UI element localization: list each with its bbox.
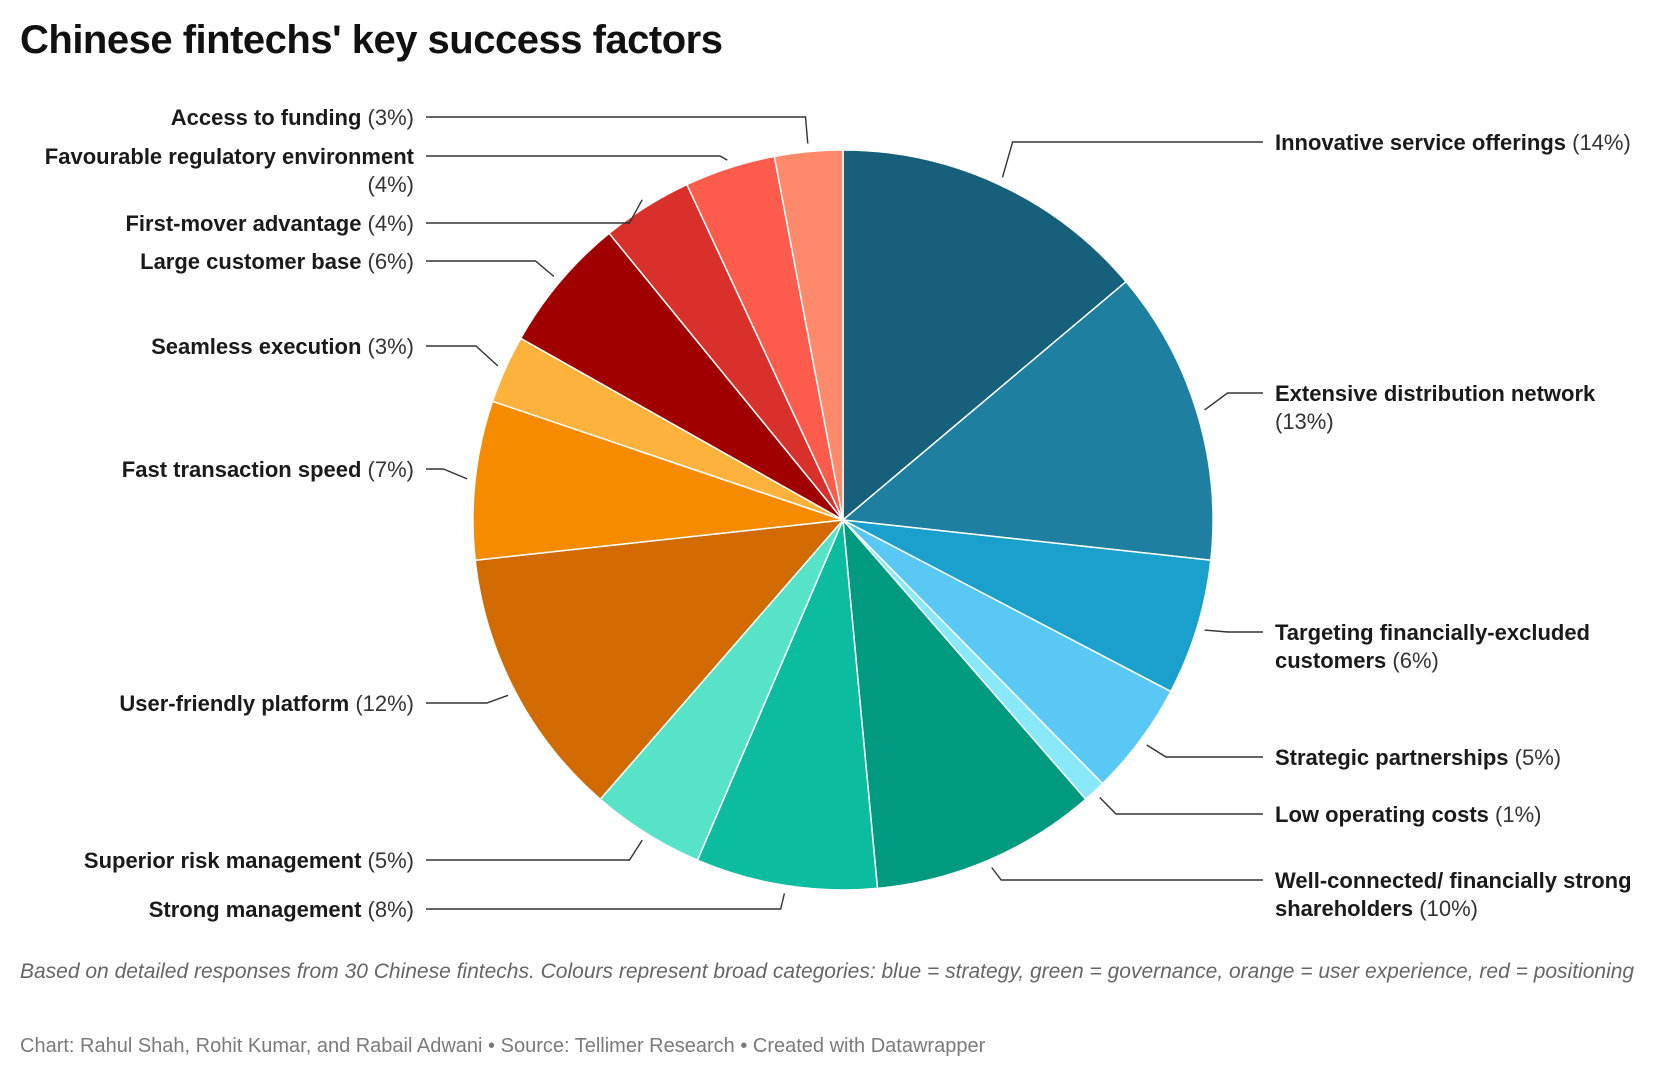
leader-line-first-mover-advantage	[426, 199, 643, 224]
slice-label-name: Seamless execution	[151, 334, 361, 359]
slice-label-name: Well-connected/ financially strong	[1275, 868, 1632, 893]
slice-label-percent: (6%)	[361, 249, 414, 274]
leader-line-well-connected-financially-strong-shareholders	[991, 867, 1263, 881]
slice-label-strategic-partnerships: Strategic partnerships (5%)	[1275, 745, 1561, 770]
slice-label-name: Fast transaction speed	[122, 457, 362, 482]
slice-label-name: Low operating costs	[1275, 802, 1489, 827]
slice-label-name: shareholders	[1275, 896, 1413, 921]
slice-label-name: Access to funding	[171, 105, 362, 130]
slice-label-percent: (6%)	[1386, 648, 1439, 673]
pie-slice-innovative-service-offerings[interactable]	[842, 149, 1127, 521]
slice-label-name: Large customer base	[140, 249, 361, 274]
slice-label-percent: (7%)	[361, 457, 414, 482]
slice-label-name: Favourable regulatory environment	[45, 144, 415, 169]
leader-line-targeting-financially-excluded-customers	[1204, 629, 1263, 633]
slice-label-percent: (14%)	[1566, 130, 1631, 155]
chart-notes: Based on detailed responses from 30 Chin…	[20, 960, 1635, 983]
pie-slice-extensive-distribution-network[interactable]	[842, 280, 1214, 561]
pie-slice-targeting-financially-excluded-customers[interactable]	[842, 519, 1212, 693]
page-title: Chinese fintechs' key success factors	[20, 18, 723, 62]
leader-line-innovative-service-offerings	[1001, 141, 1263, 178]
slice-label-well-connected-financially-strong-shareholders: Well-connected/ financially strong shareh…	[1275, 868, 1632, 921]
slice-label-percent: (4%)	[368, 172, 414, 197]
slice-label-percent: (5%)	[361, 848, 414, 873]
slice-label-name: User-friendly platform	[119, 691, 349, 716]
slice-label-percent: (13%)	[1275, 409, 1334, 434]
slice-label-low-operating-costs: Low operating costs (1%)	[1275, 802, 1541, 827]
pie-chart: Innovative service offerings (14%) Extens…	[45, 105, 1632, 922]
leader-line-large-customer-base	[426, 260, 555, 278]
slice-label-name: customers	[1275, 648, 1386, 673]
slice-label-percent: (12%)	[349, 691, 414, 716]
leader-line-superior-risk-management	[426, 839, 643, 861]
slice-label-innovative-service-offerings: Innovative service offerings (14%)	[1275, 130, 1631, 155]
slice-label-favourable-regulatory-environment: Favourable regulatory environment (4%)	[45, 144, 415, 197]
pie-slice-large-customer-base[interactable]	[519, 232, 844, 521]
slice-label-user-friendly-platform: User-friendly platform (12%)	[119, 691, 414, 716]
slice-label-extensive-distribution-network: Extensive distribution network (13%)	[1275, 381, 1596, 434]
leader-line-strategic-partnerships	[1146, 744, 1263, 758]
leader-line-low-operating-costs	[1099, 797, 1263, 815]
slice-label-percent: (1%)	[1489, 802, 1542, 827]
leader-line-access-to-funding	[426, 116, 809, 144]
slice-label-strong-management: Strong management (8%)	[149, 897, 414, 922]
leader-line-extensive-distribution-network	[1204, 392, 1263, 411]
leader-lines	[426, 116, 1263, 910]
slice-label-large-customer-base: Large customer base (6%)	[140, 249, 414, 274]
slice-label-access-to-funding: Access to funding (3%)	[171, 105, 414, 130]
pie-slice-fast-transaction-speed[interactable]	[472, 400, 844, 561]
slice-label-percent: (3%)	[361, 334, 414, 359]
pie-slices	[472, 149, 1214, 891]
slice-label-targeting-financially-excluded-customers: Targeting financially-excluded customers …	[1275, 620, 1590, 673]
slice-label-name: First-mover advantage	[125, 211, 361, 236]
leader-line-user-friendly-platform	[426, 694, 509, 704]
slice-label-percent: (3%)	[361, 105, 414, 130]
chart-credits: Chart: Rahul Shah, Rohit Kumar, and Raba…	[20, 1035, 986, 1057]
slice-label-name: Superior risk management	[84, 848, 362, 873]
slice-label-percent: (8%)	[361, 897, 414, 922]
slice-label-seamless-execution: Seamless execution (3%)	[151, 334, 414, 359]
leader-line-favourable-regulatory-environment	[426, 155, 728, 161]
slice-label-first-mover-advantage: First-mover advantage (4%)	[125, 211, 414, 236]
slice-label-name: Innovative service offerings	[1275, 130, 1566, 155]
pie-slice-well-connected-financially-strong-shareholders[interactable]	[842, 519, 1087, 890]
slice-labels: Innovative service offerings (14%) Extens…	[45, 105, 1632, 922]
slice-label-percent: (10%)	[1413, 896, 1478, 921]
pie-slice-user-friendly-platform[interactable]	[474, 519, 844, 801]
slice-label-fast-transaction-speed: Fast transaction speed (7%)	[122, 457, 414, 482]
slice-label-name: Strong management	[149, 897, 362, 922]
slice-label-name: Strategic partnerships	[1275, 745, 1509, 770]
slice-label-superior-risk-management: Superior risk management (5%)	[84, 848, 414, 873]
slice-label-name: Extensive distribution network	[1275, 381, 1596, 406]
leader-line-strong-management	[426, 893, 786, 910]
slice-label-percent: (5%)	[1509, 745, 1562, 770]
slice-label-name: Targeting financially-excluded	[1275, 620, 1590, 645]
pie-slice-strong-management[interactable]	[696, 519, 879, 891]
leader-line-fast-transaction-speed	[426, 468, 468, 480]
slice-label-percent: (4%)	[361, 211, 414, 236]
pie-slice-access-to-funding[interactable]	[773, 149, 844, 521]
leader-line-seamless-execution	[426, 345, 499, 367]
